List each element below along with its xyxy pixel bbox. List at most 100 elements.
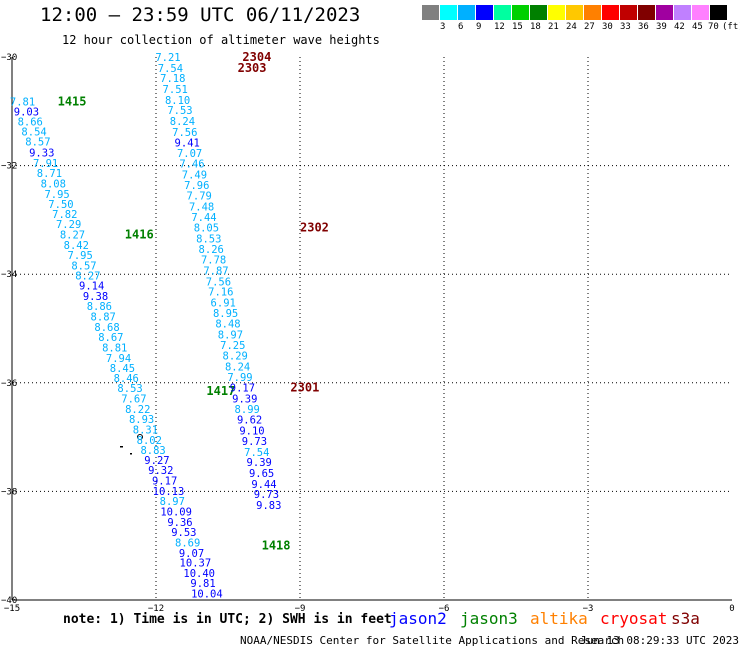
lon-tick-label: 0 xyxy=(729,604,734,614)
swh-label: 9.62 xyxy=(237,415,262,427)
legend-label: 30 xyxy=(602,22,613,32)
legend-swatch xyxy=(548,5,565,20)
swh-label: 9.41 xyxy=(175,137,200,149)
swh-label: 9.44 xyxy=(251,479,276,491)
legend-label: 33 xyxy=(620,22,631,32)
pass-number-label: 1415 xyxy=(58,95,87,109)
legend-swatch xyxy=(638,5,655,20)
swh-label: 8.81 xyxy=(102,343,127,355)
swh-label: 7.79 xyxy=(187,190,212,202)
swh-label: 9.65 xyxy=(249,468,274,480)
lat-tick-label: −34 xyxy=(1,270,17,280)
pass-number-label: 2302 xyxy=(300,221,329,235)
lat-tick-label: −32 xyxy=(1,162,17,172)
swh-label: 8.31 xyxy=(133,424,158,436)
mission-label-jason3: jason3 xyxy=(460,609,518,628)
swh-label: 7.48 xyxy=(189,201,214,213)
swh-label: 8.66 xyxy=(18,117,43,129)
swh-label: 7.21 xyxy=(155,52,180,64)
swh-label: 8.57 xyxy=(71,261,96,273)
swh-label: 8.97 xyxy=(160,496,185,508)
swh-label: 7.49 xyxy=(182,169,207,181)
swh-label: 9.36 xyxy=(167,517,192,529)
swh-label: 8.46 xyxy=(114,373,139,385)
swh-label: 7.91 xyxy=(33,158,58,170)
legend-label: 39 xyxy=(656,22,667,32)
swh-label: 8.95 xyxy=(213,308,238,320)
swh-label: 8.86 xyxy=(87,301,112,313)
swh-label: 8.87 xyxy=(91,312,116,324)
swh-label: 9.07 xyxy=(179,548,204,560)
legend-label: 24 xyxy=(566,22,577,32)
swh-label: 8.02 xyxy=(137,435,162,447)
legend-label: 70 xyxy=(708,22,719,32)
footer: NOAA/NESDIS Center for Satellite Applica… xyxy=(240,634,739,647)
legend-label: 12 xyxy=(494,22,505,32)
map-frame xyxy=(11,57,732,601)
legend-swatch xyxy=(422,5,439,20)
map-title: 12:00 – 23:59 UTC 06/11/2023 xyxy=(40,4,361,26)
island-marker xyxy=(120,434,143,455)
pass-number-label: 2303 xyxy=(238,61,267,75)
swh-label: 8.53 xyxy=(117,383,142,395)
swh-label: 8.08 xyxy=(41,179,66,191)
swh-label: 9.27 xyxy=(144,455,169,467)
track-jason3: 7.819.038.668.548.579.337.918.718.087.95… xyxy=(10,95,291,601)
legend-label: 6 xyxy=(458,22,464,32)
swh-label: 7.50 xyxy=(48,199,73,211)
swh-label: 7.53 xyxy=(167,105,192,117)
legend-swatch xyxy=(440,5,457,20)
swh-label: 8.42 xyxy=(64,240,89,252)
swh-label: 8.54 xyxy=(21,126,46,138)
legend-swatch xyxy=(530,5,547,20)
swh-label: 8.83 xyxy=(140,445,165,457)
swh-label: 8.26 xyxy=(199,244,224,256)
swh-label: 9.73 xyxy=(242,436,267,448)
swh-label: 7.51 xyxy=(163,84,188,96)
satellite-tracks: 7.819.038.668.548.579.337.918.718.087.95… xyxy=(10,50,329,600)
swh-label: 7.44 xyxy=(191,212,216,224)
lon-tick-label: −3 xyxy=(583,604,594,614)
legend-swatch xyxy=(512,5,529,20)
island-shape xyxy=(130,453,132,455)
swh-label: 9.03 xyxy=(14,106,39,118)
swh-label: 8.29 xyxy=(223,351,248,363)
swh-label: 7.95 xyxy=(44,189,69,201)
swh-label: 9.17 xyxy=(152,476,177,488)
swh-label: 6.91 xyxy=(211,297,236,309)
swh-label: 7.18 xyxy=(160,73,185,85)
legend-swatch xyxy=(656,5,673,20)
swh-label: 7.96 xyxy=(184,180,209,192)
swh-label: 9.73 xyxy=(254,489,279,501)
lat-tick-label: −36 xyxy=(1,379,17,389)
legend-label: 18 xyxy=(530,22,541,32)
swh-label: 7.94 xyxy=(106,353,131,365)
swh-label: 8.05 xyxy=(194,223,219,235)
legend-swatch xyxy=(458,5,475,20)
swh-label: 10.13 xyxy=(153,486,185,498)
lat-tick-label: −38 xyxy=(1,487,17,497)
note-text: note: 1) Time is in UTC; 2) SWH is in fe… xyxy=(63,612,392,627)
mission-label-s3a: s3a xyxy=(671,609,700,628)
swh-label: 10.09 xyxy=(160,506,192,518)
legend-swatch xyxy=(710,5,727,20)
legend-swatch xyxy=(566,5,583,20)
swh-label: 8.53 xyxy=(196,233,221,245)
swh-label: 8.24 xyxy=(225,362,250,374)
footer-credit: NOAA/NESDIS Center for Satellite Applica… xyxy=(240,634,625,647)
legend-swatch xyxy=(602,5,619,20)
swh-label: 7.95 xyxy=(68,250,93,262)
footer-timestamp: Jun 13 08:29:33 UTC 2023 xyxy=(580,634,739,647)
pass-number-label: 1418 xyxy=(262,539,291,553)
swh-label: 10.37 xyxy=(180,558,212,570)
legend-swatch xyxy=(692,5,709,20)
legend-label: 36 xyxy=(638,22,649,32)
swh-label: 10.40 xyxy=(183,568,215,580)
swh-label: 8.93 xyxy=(129,414,154,426)
legend-label: 21 xyxy=(548,22,559,32)
swh-label: 7.46 xyxy=(179,158,204,170)
swh-label: 7.16 xyxy=(208,287,233,299)
legend-label: 3 xyxy=(440,22,446,32)
grid-lines xyxy=(12,57,732,600)
swh-label: 8.48 xyxy=(215,319,240,331)
